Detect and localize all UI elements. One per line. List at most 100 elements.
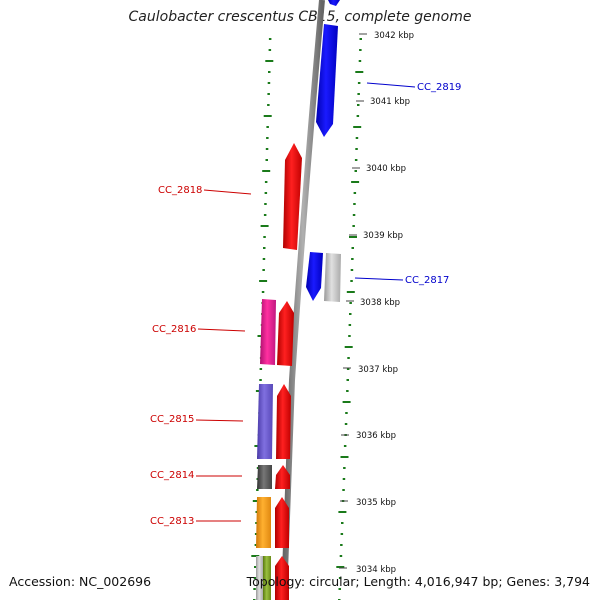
gc-dot bbox=[251, 555, 260, 557]
tick-label: 3042 kbp bbox=[374, 31, 414, 41]
gene-label-cc2816[interactable]: CC_2816 bbox=[152, 324, 196, 335]
gc-dot bbox=[353, 203, 356, 205]
gc-dot bbox=[357, 104, 360, 106]
gene-arrow-cc2815 bbox=[276, 384, 291, 459]
gene-features bbox=[256, 0, 341, 600]
gc-dot bbox=[263, 236, 266, 238]
gc-dot bbox=[262, 170, 271, 172]
gc-dot bbox=[348, 335, 351, 337]
genome-summary-text: Topology: circular; Length: 4,016,947 bp… bbox=[246, 574, 590, 589]
gc-dot bbox=[355, 137, 359, 139]
gc-dot bbox=[263, 247, 266, 249]
gc-dot bbox=[357, 93, 360, 95]
gc-dot bbox=[260, 225, 269, 227]
tick-label: 3036 kbp bbox=[356, 431, 396, 441]
gc-dot bbox=[263, 214, 267, 216]
gene-arrow-cc2819 bbox=[316, 24, 338, 137]
gc-dot bbox=[345, 412, 348, 414]
gc-dot bbox=[342, 478, 346, 480]
gc-dot bbox=[351, 181, 360, 183]
gc-dot bbox=[265, 60, 274, 62]
gene-arrow-bottom-partial bbox=[275, 556, 289, 600]
gene-label-cc2815[interactable]: CC_2815 bbox=[150, 414, 194, 425]
gc-dot bbox=[350, 280, 353, 282]
gc-dot bbox=[346, 291, 355, 293]
gene-label-cc2817[interactable]: CC_2817 bbox=[405, 275, 449, 286]
cog-block-cc2816 bbox=[260, 299, 276, 365]
cog-block-cc2817 bbox=[324, 253, 341, 302]
gc-dot bbox=[346, 390, 349, 392]
gc-dot bbox=[339, 555, 343, 557]
gc-dot bbox=[352, 225, 355, 227]
scale-ticks: 3042 kbp 3041 kbp 3040 kbp 3039 kbp 3038… bbox=[339, 31, 414, 575]
cog-block-bottom-partial-b bbox=[263, 556, 271, 600]
gc-dot bbox=[338, 588, 341, 590]
gc-dot bbox=[347, 357, 350, 359]
gene-arrow-cc2817 bbox=[306, 252, 323, 301]
map-title: Caulobacter crescentus CB15, complete ge… bbox=[128, 9, 472, 25]
gc-dot bbox=[352, 214, 356, 216]
gc-dot bbox=[355, 71, 364, 73]
gc-dot bbox=[343, 445, 347, 447]
gc-dot bbox=[254, 544, 258, 546]
gene-arrow-cc2816 bbox=[277, 301, 294, 366]
label-leader-cc2816 bbox=[197, 328, 246, 332]
gc-dot bbox=[356, 115, 360, 117]
gc-dot bbox=[338, 511, 347, 513]
gc-dot bbox=[267, 104, 270, 106]
gc-dot bbox=[343, 467, 346, 469]
gc-dot bbox=[267, 82, 271, 84]
cog-block-cc2814 bbox=[257, 465, 272, 489]
gc-dot bbox=[348, 324, 352, 326]
gc-dot bbox=[344, 423, 348, 425]
genome-backbone bbox=[281, 0, 325, 600]
gc-dot bbox=[262, 269, 265, 271]
gc-dot bbox=[351, 258, 354, 260]
gc-dot bbox=[354, 159, 358, 161]
gc-dot bbox=[350, 269, 354, 271]
gc-dot bbox=[261, 291, 265, 293]
gc-dot bbox=[265, 148, 269, 150]
gc-dot bbox=[263, 115, 272, 117]
cog-block-bottom-partial-a bbox=[256, 556, 263, 600]
tick-label: 3037 kbp bbox=[358, 365, 398, 375]
label-leader-cc2815 bbox=[195, 419, 244, 422]
gc-dot bbox=[340, 533, 344, 535]
gc-dot bbox=[268, 49, 272, 51]
gc-dot bbox=[359, 38, 362, 40]
gc-dot bbox=[268, 38, 272, 40]
gc-dot bbox=[355, 148, 358, 150]
gc-dot bbox=[254, 566, 257, 568]
gc-dot bbox=[259, 368, 263, 370]
gc-dot bbox=[346, 379, 349, 381]
gc-dot bbox=[357, 82, 361, 84]
gc-dot bbox=[354, 170, 357, 172]
gc-dot bbox=[353, 126, 362, 128]
gc-dot bbox=[264, 192, 268, 194]
tick-label: 3039 kbp bbox=[363, 231, 403, 241]
gene-label-cc2814[interactable]: CC_2814 bbox=[150, 470, 194, 481]
gene-label-cc2819[interactable]: CC_2819 bbox=[417, 82, 461, 93]
gc-dot bbox=[336, 566, 345, 568]
gc-dot bbox=[266, 137, 269, 139]
gc-dot bbox=[342, 489, 345, 491]
gc-dot bbox=[344, 346, 353, 348]
gc-dot bbox=[349, 313, 352, 315]
gene-label-cc2818[interactable]: CC_2818 bbox=[158, 185, 202, 196]
gc-dot bbox=[253, 588, 256, 590]
cog-block-cc2813 bbox=[256, 497, 271, 548]
label-leader-cc2817 bbox=[354, 277, 404, 281]
gene-label-cc2813[interactable]: CC_2813 bbox=[150, 516, 194, 527]
gc-dot bbox=[342, 401, 351, 403]
tick-label: 3038 kbp bbox=[360, 298, 400, 308]
label-leader-cc2818 bbox=[203, 189, 252, 195]
label-leader-cc2819 bbox=[366, 82, 416, 88]
gc-dot bbox=[259, 379, 262, 381]
gene-labels: CC_2819 CC_2818 CC_2817 CC_2816 CC_2815 … bbox=[150, 82, 461, 527]
gc-dot bbox=[266, 126, 269, 128]
gc-dot bbox=[262, 258, 266, 260]
gc-dot bbox=[358, 60, 362, 62]
gc-dot bbox=[349, 236, 357, 238]
accession-text: Accession: NC_002696 bbox=[9, 574, 152, 589]
gc-dot bbox=[256, 489, 259, 491]
